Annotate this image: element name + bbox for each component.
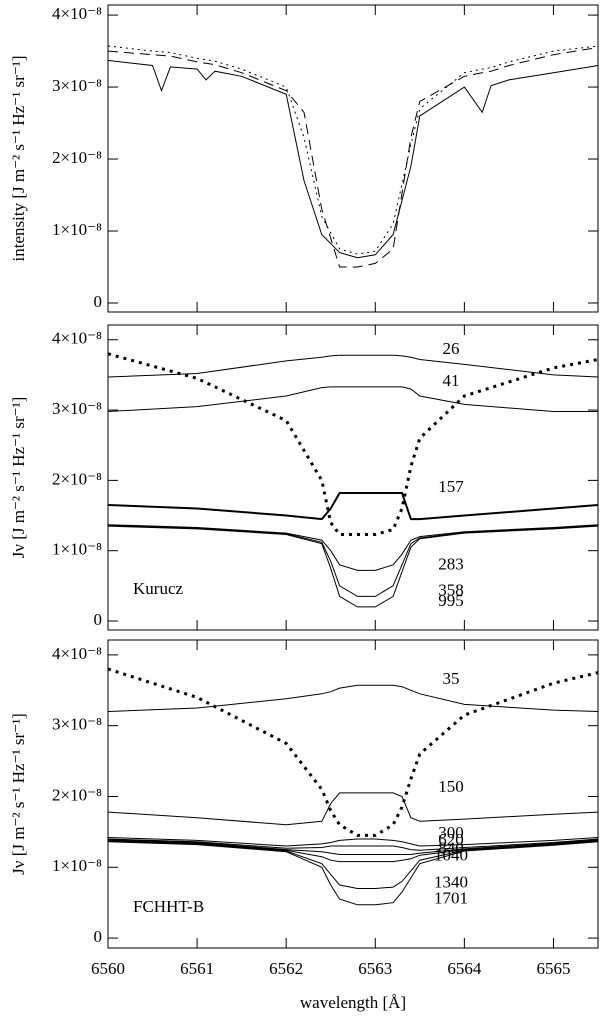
series-label: 300 — [438, 823, 464, 842]
series-line — [107, 667, 599, 837]
series-line — [107, 684, 599, 712]
series-line — [107, 492, 599, 521]
series-label: 41 — [443, 371, 460, 390]
x-tick-label: 6562 — [269, 959, 303, 978]
x-axis-title: wavelength [Å] — [300, 993, 406, 1012]
plot-frame — [107, 324, 599, 631]
series-line — [107, 841, 599, 906]
y-tick-label: 4×10⁻⁸ — [52, 329, 102, 348]
series-label: 283 — [438, 554, 464, 573]
y-tick-label: 0 — [94, 292, 103, 311]
y-tick-label: 1×10⁻⁸ — [52, 856, 102, 875]
series-line — [107, 792, 599, 826]
series-label: 157 — [438, 477, 464, 496]
series-label: 26 — [443, 339, 460, 358]
series-line — [107, 838, 599, 851]
y-tick-label: 3×10⁻⁸ — [52, 399, 102, 418]
x-tick-label: 6561 — [180, 959, 214, 978]
annotation: Kurucz — [133, 579, 183, 598]
series-line — [107, 59, 599, 259]
y-axis-title: intensity [J m⁻² s⁻¹ Hz⁻¹ sr⁻¹] — [9, 56, 28, 262]
series-label: 1340 — [434, 872, 468, 891]
series-line — [107, 45, 599, 255]
series-line — [107, 524, 599, 597]
series-label: 620 — [438, 830, 464, 849]
y-tick-label: 2×10⁻⁸ — [52, 148, 102, 167]
y-tick-label: 3×10⁻⁸ — [52, 715, 102, 734]
y-tick-label: 4×10⁻⁸ — [52, 644, 102, 663]
y-tick-label: 1×10⁻⁸ — [52, 220, 102, 239]
x-tick-label: 6560 — [91, 959, 125, 978]
annotation: FCHHT-B — [133, 897, 204, 916]
series-line — [107, 525, 599, 608]
y-tick-label: 1×10⁻⁸ — [52, 540, 102, 559]
y-tick-label: 2×10⁻⁸ — [52, 469, 102, 488]
y-axis-title: Jν [J m⁻² s⁻¹ Hz⁻¹ sr⁻¹] — [9, 713, 28, 875]
series-label: 150 — [438, 777, 464, 796]
x-tick-label: 6563 — [358, 959, 392, 978]
series-line — [107, 839, 599, 855]
series-line — [107, 524, 599, 571]
series-line — [107, 386, 598, 412]
x-tick-label: 6564 — [447, 959, 482, 978]
x-tick-label: 6565 — [536, 959, 570, 978]
y-axis-title: Jν [J m⁻² s⁻¹ Hz⁻¹ sr⁻¹] — [9, 397, 28, 559]
y-tick-label: 4×10⁻⁸ — [52, 4, 102, 23]
series-label: 358 — [438, 580, 464, 599]
y-tick-label: 0 — [94, 927, 103, 946]
series-label: 1701 — [434, 889, 468, 908]
series-line — [107, 47, 599, 268]
series-line — [107, 837, 599, 847]
series-label: 995 — [438, 591, 464, 610]
series-line — [107, 354, 599, 378]
plot-frame — [107, 639, 599, 949]
y-tick-label: 3×10⁻⁸ — [52, 76, 102, 95]
series-line — [107, 839, 599, 863]
y-tick-label: 0 — [94, 610, 103, 629]
series-label: 35 — [443, 669, 460, 688]
plot-frame — [107, 4, 599, 313]
y-tick-label: 2×10⁻⁸ — [52, 785, 102, 804]
series-line — [107, 352, 599, 536]
series-line — [107, 840, 599, 889]
